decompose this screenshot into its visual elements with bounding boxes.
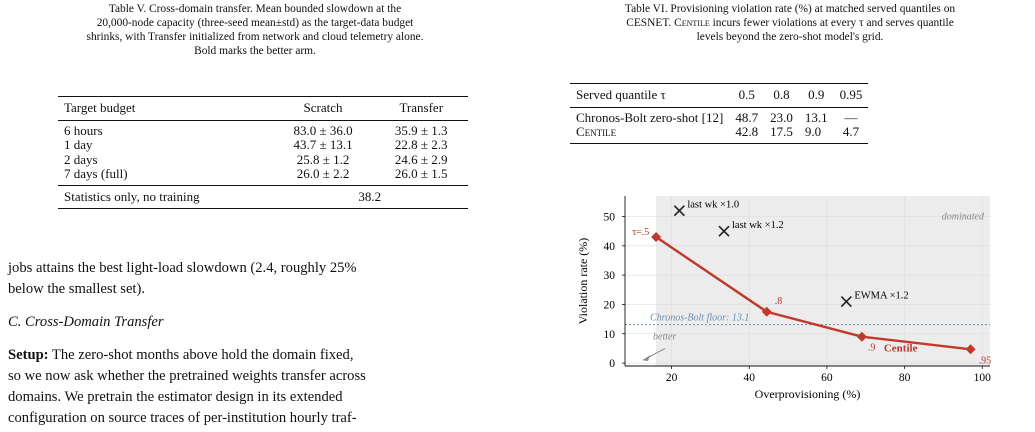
body-paragraph-1: jobs attains the best light-load slowdow… [8,260,357,297]
centile-point-label: .95 [979,355,992,366]
table6: Served quantile τ 0.5 0.8 0.9 0.95 Chron… [570,83,869,144]
y-tick-label: 10 [604,329,616,341]
dominated-label: dominated [942,212,985,223]
section-heading: C. Cross-Domain Transfer [8,314,164,330]
table-row: 1 day 43.7 ± 13.1 22.8 ± 2.3 [64,137,448,152]
floor-label: Chronos-Bolt floor: 13.1 [650,313,749,324]
x-tick-label: 20 [666,372,678,384]
table-row: 2 days 25.8 ± 1.2 24.6 ± 2.9 [64,151,448,167]
baseline-label: last wk ×1.0 [687,200,739,211]
centile-point-label: .9 [868,343,876,354]
centile-line [655,236,971,351]
table-row: Chronos-Bolt zero-shot [12] 48.7 23.0 13… [570,107,869,125]
baseline-point [673,205,685,217]
chart-axes: 20 40 60 80 100 0 10 20 30 40 50 [604,196,992,384]
centile-point [761,306,772,317]
centile-point-label: .8 [775,296,783,307]
centile-point [651,232,662,243]
y-tick-label: 0 [609,358,615,370]
y-tick-label: 50 [604,212,616,224]
setup-label: Setup: [8,347,49,363]
y-tick-label: 20 [604,299,616,311]
table-row: 6 hours 83.0 ± 36.0 35.9 ± 1.3 [58,120,468,138]
table-row: Centile 42.8 17.5 9.0 4.7 [570,124,869,143]
centile-point [856,331,867,342]
y-axis-label: Violation rate (%) [576,238,590,325]
body-paragraph-2: Setup: The zero-shot months above hold t… [8,347,366,426]
chart-marks: last wk ×1.0 last wk ×1.2 EWMA ×1.2 τ=.5 .8.… [632,200,991,367]
centile-point-label: τ=.5 [632,227,649,238]
x-tick-label: 80 [899,372,911,384]
cross-icon [673,205,685,217]
y-tick-label: 40 [604,241,616,253]
better-arrowhead-icon [643,355,650,362]
baseline-point [718,225,730,237]
baseline-label: EWMA ×1.2 [854,291,908,302]
violation-chart: Chronos-Bolt floor: 13.1 dominated 20 40 6… [576,196,992,401]
centile-point [965,344,976,355]
x-axis-label: Overprovisioning (%) [755,387,861,401]
better-label: better [653,332,676,343]
chart-grid [625,196,990,366]
y-tick-label: 30 [604,270,616,282]
dominated-region [656,196,990,366]
table6-caption: Table VI. Provisioning violation rate (%… [624,3,956,43]
x-tick-label: 100 [974,372,992,384]
table-row: 7 days (full) 26.0 ± 2.2 26.0 ± 1.5 [64,166,448,181]
table5-caption: Table V. Cross-domain transfer. Mean bou… [86,3,424,57]
table5-stats-row: Statistics only, no training 38.2 [58,185,468,209]
baseline-label: last wk ×1.2 [732,220,784,231]
cross-icon [718,225,730,237]
table5: Target budget Scratch Transfer 6 hours 8… [58,96,468,209]
x-tick-label: 60 [821,372,833,384]
table6-header: Served quantile τ 0.5 0.8 0.9 0.95 [570,83,869,108]
baseline-point [840,295,852,308]
centile-series-label: Centile [884,343,918,355]
x-tick-label: 40 [744,372,756,384]
table5-header: Target budget Scratch Transfer [58,96,468,121]
cross-icon [840,295,852,308]
